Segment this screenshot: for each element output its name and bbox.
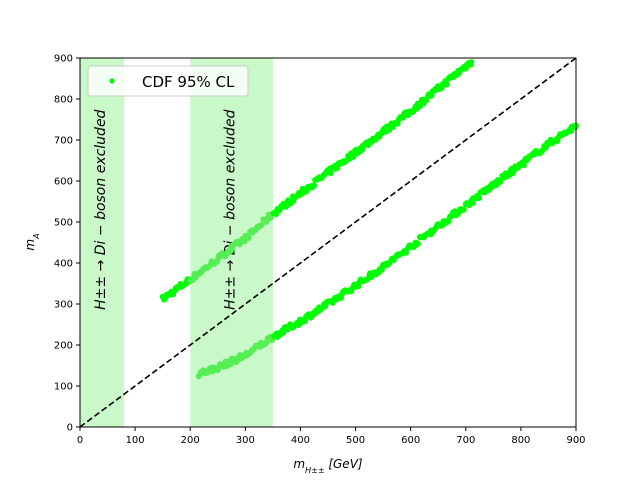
data-point (338, 295, 345, 301)
excluded-band-label-0: H±± → Di − boson excluded (93, 109, 109, 309)
y-tick-label: 400 (54, 259, 73, 270)
x-tick-label: 0 (77, 435, 83, 446)
x-tick-label: 900 (566, 435, 585, 446)
legend-box (87, 65, 249, 97)
y-tick-label: 500 (54, 218, 73, 229)
excluded-bands (80, 58, 273, 427)
data-point (520, 162, 527, 169)
data-point (302, 318, 308, 325)
x-tick-label: 700 (456, 435, 475, 446)
data-point (280, 329, 287, 336)
data-point (311, 182, 318, 189)
excluded-band-labels: H±± → Di − boson excluded H±± → Di − boso… (93, 109, 239, 309)
x-tick-label: 600 (401, 435, 420, 446)
x-tick-label: 300 (236, 435, 255, 446)
legend-label: CDF 95% CL (142, 73, 235, 91)
y-tick-label: 800 (54, 95, 73, 106)
y-tick-label: 700 (54, 136, 73, 147)
x-axis-label: mH±± [GeV] (293, 457, 363, 475)
y-axis-ticks: 0 100 200 300 400 500 600 700 800 900 (54, 54, 80, 434)
data-point (334, 165, 341, 172)
y-axis-label: mA (23, 233, 41, 250)
x-tick-label: 400 (291, 435, 310, 446)
data-points (159, 59, 579, 380)
x-tick-label: 100 (126, 435, 145, 446)
y-tick-label: 0 (67, 423, 73, 434)
y-tick-label: 600 (54, 177, 73, 188)
data-point (423, 97, 430, 104)
excluded-band-label-1: H±± → Di − boson excluded (223, 109, 239, 309)
x-tick-label: 800 (511, 435, 530, 446)
data-point (497, 178, 504, 185)
legend-marker (109, 78, 115, 84)
reference-line (79, 57, 577, 428)
data-point (403, 249, 409, 256)
legend: CDF 95% CL (87, 65, 249, 97)
data-point (245, 235, 252, 241)
x-tick-label: 500 (346, 435, 365, 446)
data-point (414, 240, 421, 247)
data-point (468, 59, 475, 66)
data-point (445, 218, 452, 225)
data-point (460, 206, 467, 213)
data-point (443, 81, 450, 88)
data-point (327, 170, 334, 177)
y-tick-label: 900 (54, 54, 73, 65)
data-point (476, 195, 483, 201)
x-axis-ticks: 0 100 200 300 400 500 600 700 800 900 (77, 427, 586, 446)
y-tick-label: 100 (54, 382, 73, 393)
y-tick-label: 300 (54, 300, 73, 311)
y-tick-label: 200 (54, 341, 73, 352)
plot-frame (79, 57, 577, 428)
data-point (241, 238, 248, 245)
data-point (469, 199, 476, 206)
excluded-band-0 (80, 58, 125, 427)
data-point (368, 274, 375, 281)
data-point (258, 222, 265, 229)
x-tick-label: 200 (181, 435, 200, 446)
